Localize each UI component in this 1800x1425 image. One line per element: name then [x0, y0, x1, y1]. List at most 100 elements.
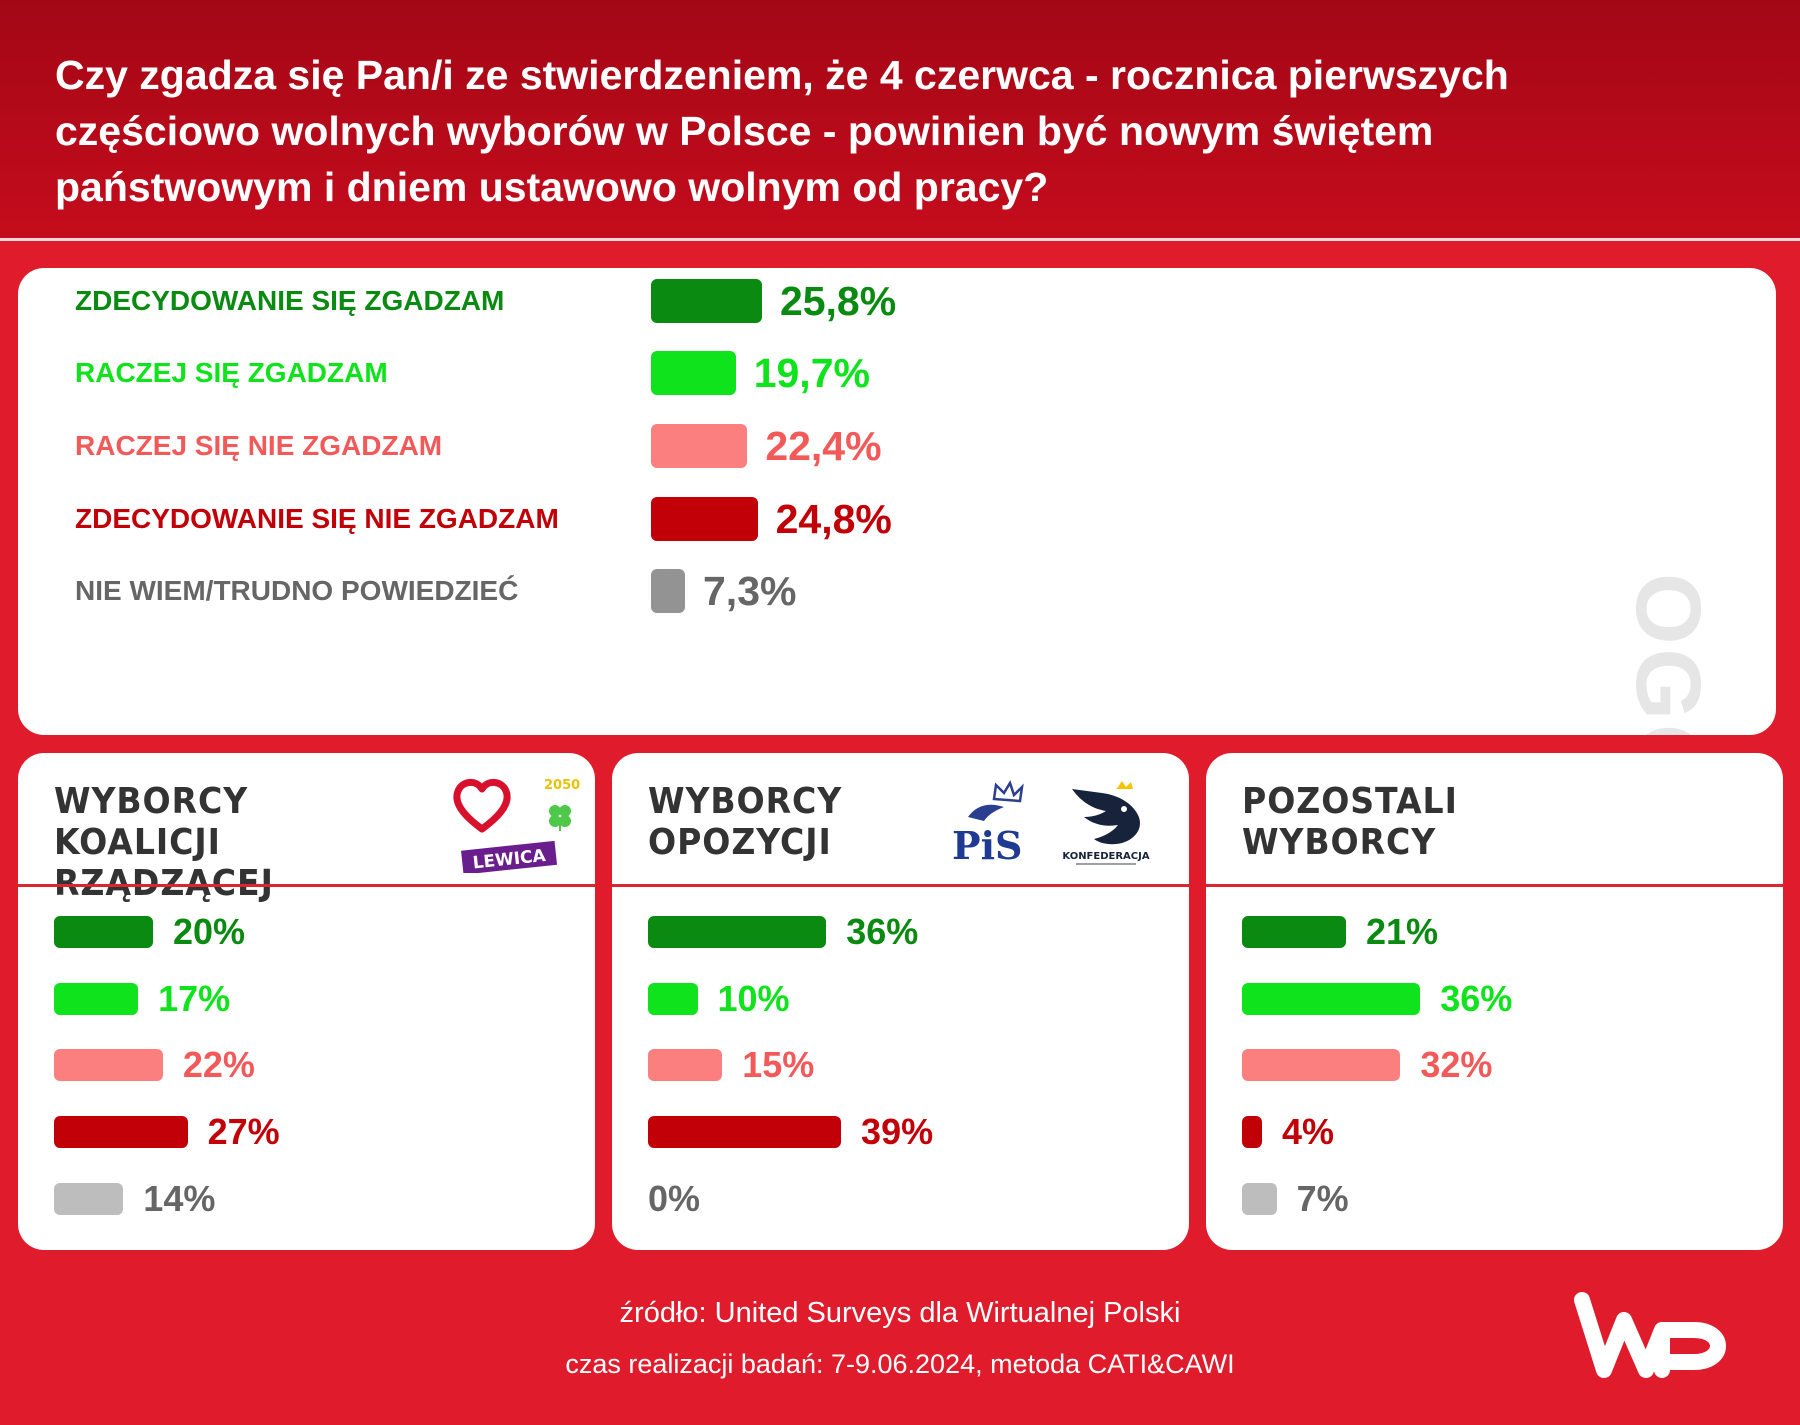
group-row: 17%: [18, 974, 595, 1024]
bar: [1242, 1183, 1277, 1215]
value-label: 36%: [846, 911, 919, 952]
opposition-title-line-1: WYBORCY: [648, 781, 843, 822]
bar: [648, 983, 698, 1015]
group-row: 4%: [1206, 1107, 1783, 1157]
footer-source: źródło: United Surveys dla Wirtualnej Po…: [619, 1297, 1181, 1329]
value-label: 21%: [1365, 911, 1438, 952]
group-row: 27%: [18, 1107, 595, 1157]
crown-icon: [1116, 781, 1133, 789]
coalition-title-line-1: WYBORCY: [54, 781, 249, 822]
value-label: 4%: [1282, 1111, 1335, 1152]
bar: [651, 351, 736, 395]
bar: [648, 1116, 842, 1148]
value-label: 7%: [1296, 1178, 1349, 1219]
header: Czy zgadza się Pan/i ze stwierdzeniem, ż…: [0, 0, 1800, 238]
eagle-wing-icon: [968, 804, 1004, 821]
category-label: NIE WIEM/TRUDNO POWIEDZIEĆ: [75, 575, 519, 606]
bar: [54, 1183, 124, 1215]
value-label: 32%: [1420, 1044, 1493, 1085]
group-row: 14%: [18, 1174, 595, 1224]
other-card-title: POZOSTALI WYBORCY: [1242, 781, 1610, 863]
category-label: RACZEJ SIĘ NIE ZGADZAM: [75, 430, 443, 461]
group-row: 7%: [1206, 1174, 1783, 1224]
bar: [648, 916, 827, 948]
bar: [1242, 1049, 1401, 1081]
bar: [54, 916, 153, 948]
category-label: ZDECYDOWANIE SIĘ ZGADZAM: [75, 285, 505, 316]
coalition-card-title: WYBORCY KOALICJI RZĄDZĄCEJ: [54, 781, 422, 904]
coalition-card-divider: [18, 884, 595, 887]
wp-logo: [1574, 1292, 1726, 1378]
logo-2050-text: 2050: [544, 778, 580, 793]
other-voters-card: POZOSTALI WYBORCY 21% 36% 32% 4% 7%: [1206, 753, 1783, 1250]
bar: [54, 983, 139, 1015]
clover-icon: [549, 805, 571, 831]
value-label: 7,3%: [703, 568, 797, 614]
konfederacja-logo: KONFEDERACJA: [1062, 781, 1150, 865]
wp-logo-icon: [1574, 1292, 1726, 1378]
bar: [54, 1116, 188, 1148]
overall-row: ZDECYDOWANIE SIĘ ZGADZAM 25,8%: [18, 271, 1318, 331]
coalition-voters-card: WYBORCY KOALICJI RZĄDZĄCEJ 2050 LEWICA 2…: [18, 753, 595, 1250]
overall-row: RACZEJ SIĘ ZGADZAM 19,7%: [18, 343, 1318, 403]
bar: [648, 1049, 723, 1081]
bar: [651, 497, 758, 541]
value-label: 39%: [861, 1111, 934, 1152]
group-row: 39%: [612, 1107, 1189, 1157]
bar: [54, 1049, 163, 1081]
value-label: 24,8%: [775, 496, 892, 542]
group-row: 36%: [1206, 974, 1783, 1024]
konfederacja-logo-text: KONFEDERACJA: [1062, 851, 1149, 862]
value-label: 17%: [158, 978, 231, 1019]
other-title-line-2: WYBORCY: [1242, 822, 1437, 863]
overall-chart-title: OGÓŁEM: [1617, 573, 1719, 735]
group-row: 20%: [18, 907, 595, 957]
value-label: 27%: [207, 1111, 280, 1152]
group-row: 36%: [612, 907, 1189, 957]
value-label: 19,7%: [753, 350, 870, 396]
value-label: 36%: [1440, 978, 1513, 1019]
value-label: 10%: [717, 978, 790, 1019]
pis-logo-text: PiS: [952, 823, 1022, 867]
opposition-title-line-2: OPOZYCJI: [648, 822, 832, 863]
value-label: 22,4%: [765, 423, 882, 469]
page-title: Czy zgadza się Pan/i ze stwierdzeniem, ż…: [55, 52, 1509, 210]
coalition-title-line-2: KOALICJI RZĄDZĄCEJ: [54, 822, 274, 904]
group-row: 0%: [612, 1174, 1189, 1224]
opposition-card-title: WYBORCY OPOZYCJI: [648, 781, 1016, 863]
value-label: 22%: [182, 1044, 255, 1085]
bar: [651, 279, 762, 323]
value-label: 14%: [143, 1178, 216, 1219]
other-card-divider: [1206, 884, 1783, 887]
lewica-badge: [461, 840, 558, 873]
opposition-voters-card: WYBORCY OPOZYCJI PiS KONFEDERACJA 36% 10%…: [612, 753, 1189, 1250]
value-label: 0%: [648, 1178, 701, 1219]
value-label: 25,8%: [779, 278, 897, 324]
footer-method: czas realizacji badań: 7-9.06.2024, meto…: [565, 1349, 1235, 1379]
other-title-line-1: POZOSTALI: [1242, 781, 1458, 822]
category-label: RACZEJ SIĘ ZGADZAM: [75, 357, 388, 388]
overall-chart-card: ZDECYDOWANIE SIĘ ZGADZAM 25,8% RACZEJ SIĘ …: [18, 268, 1776, 735]
heart-icon: [453, 779, 511, 833]
opposition-card-divider: [612, 884, 1189, 887]
group-row: 21%: [1206, 907, 1783, 957]
overall-row: NIE WIEM/TRUDNO POWIEDZIEĆ 7,3%: [18, 561, 1318, 621]
category-label: ZDECYDOWANIE SIĘ NIE ZGADZAM: [75, 503, 559, 534]
bar: [651, 424, 748, 468]
crown-icon: [992, 780, 1024, 803]
eagle-icon: [1072, 789, 1141, 845]
value-label: 20%: [173, 911, 246, 952]
overall-row: RACZEJ SIĘ NIE ZGADZAM 22,4%: [18, 416, 1318, 476]
value-label: 15%: [742, 1044, 815, 1085]
bar: [1242, 983, 1421, 1015]
bar: [651, 569, 685, 613]
overall-row: ZDECYDOWANIE SIĘ NIE ZGADZAM 24,8%: [18, 489, 1318, 549]
bar: [1242, 1116, 1262, 1148]
group-row: 32%: [1206, 1040, 1783, 1090]
group-row: 22%: [18, 1040, 595, 1090]
coalition-parties-logo: 2050 LEWICA: [453, 778, 580, 873]
group-row: 15%: [612, 1040, 1189, 1090]
header-divider: [0, 238, 1800, 241]
pis-logo: PiS: [952, 780, 1024, 867]
bar: [1242, 916, 1346, 948]
